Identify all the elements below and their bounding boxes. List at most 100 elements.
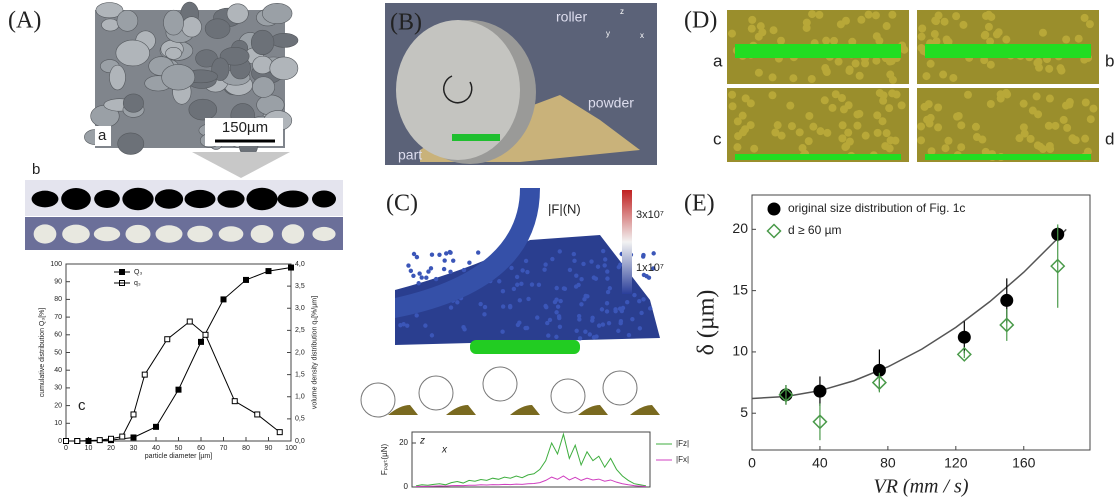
legend-marker: [768, 203, 781, 216]
grain: [941, 18, 949, 26]
part: [735, 154, 901, 160]
data-point: [221, 297, 226, 302]
y-tick-label: 40: [54, 367, 62, 374]
grain: [941, 144, 949, 152]
grain: [1089, 105, 1097, 113]
sub-label: a: [98, 127, 107, 144]
grain: [1086, 20, 1094, 28]
x-tick-label: 80: [880, 455, 896, 471]
data-point: [154, 424, 159, 429]
legend-label: Q₃: [134, 269, 142, 276]
x-axis-label: VR (mm / s): [874, 476, 969, 498]
data-point: [199, 339, 204, 344]
particle: [583, 330, 587, 334]
particle: [520, 268, 524, 272]
grain: [952, 12, 960, 20]
grain: [728, 30, 736, 38]
grain: [893, 91, 901, 99]
grain: [1039, 29, 1047, 37]
grain: [748, 16, 756, 24]
particle: [630, 317, 634, 321]
x-tick-label: 50: [175, 445, 183, 452]
x-tick-label: 100: [285, 445, 297, 452]
grain: [823, 129, 831, 137]
y2-tick-label: 2,5: [295, 327, 305, 334]
particle: [32, 191, 59, 208]
particle: [605, 309, 609, 313]
data-point: [289, 265, 294, 270]
panel-label: (E): [684, 191, 715, 217]
x-tick-label: 30: [130, 445, 138, 452]
particle: [515, 275, 519, 279]
grain: [981, 32, 989, 40]
grain: [917, 136, 925, 144]
particle: [414, 313, 418, 317]
particle: [618, 262, 622, 266]
grain: [270, 57, 298, 80]
particle: [462, 327, 466, 331]
y2-tick-label: 4,0: [295, 261, 305, 268]
data-point: [120, 434, 125, 439]
particle: [417, 271, 421, 275]
particle: [627, 333, 631, 337]
y-tick-label: 5: [740, 404, 748, 420]
grain: [1002, 36, 1010, 44]
particle: [553, 300, 557, 304]
grain: [803, 19, 811, 27]
particle: [482, 312, 486, 316]
particle: [550, 257, 554, 261]
legend-label: |Fz|: [676, 439, 689, 448]
grain: [886, 144, 894, 152]
x-tick-label: 20: [107, 445, 115, 452]
grain: [885, 104, 893, 112]
data-point: [958, 331, 971, 344]
grain: [857, 16, 865, 24]
grain: [182, 17, 202, 37]
x-axis-label: particle diameter [µm]: [145, 453, 212, 460]
grain: [750, 145, 758, 153]
y-tick-label: 70: [54, 314, 62, 321]
grain: [839, 121, 847, 129]
data-point: [131, 412, 136, 417]
data-point: [176, 387, 181, 392]
particle: [185, 190, 216, 208]
grain: [1045, 122, 1053, 130]
grain: [1003, 90, 1011, 98]
y-tick-label: 90: [54, 279, 62, 286]
grain: [205, 19, 230, 39]
grain: [927, 114, 935, 122]
y-tick-label: 30: [54, 385, 62, 392]
legend-marker: [768, 225, 781, 238]
particle: [277, 191, 308, 208]
particle: [605, 269, 609, 273]
grain: [739, 128, 747, 136]
y-axis-label: cumulative distribution Q₃[%]: [39, 308, 46, 398]
particle: [647, 275, 651, 279]
particle: [187, 226, 212, 243]
y-axis-label: Fₚₐᵣₜ(µN): [380, 444, 389, 476]
grain: [786, 102, 794, 110]
colorbar: [622, 190, 632, 294]
grain: [1062, 36, 1070, 44]
x-tick-label: 40: [152, 445, 160, 452]
particle: [537, 283, 541, 287]
particle: [462, 268, 466, 272]
particle: [501, 304, 505, 308]
grain: [789, 74, 797, 82]
y-tick-label: 20: [732, 220, 748, 236]
data-point: [255, 412, 260, 417]
grain: [856, 72, 864, 80]
particle: [420, 275, 424, 279]
grain: [918, 25, 926, 33]
particle: [574, 273, 578, 277]
particle: [558, 299, 562, 303]
particle: [639, 311, 643, 315]
particle: [601, 249, 605, 253]
roller-sketch: [551, 379, 585, 413]
panel-label: (D): [684, 8, 717, 34]
particle: [590, 318, 594, 322]
y-tick-label: 60: [54, 332, 62, 339]
grain: [758, 28, 766, 36]
particle: [608, 286, 612, 290]
grain: [1063, 124, 1071, 132]
